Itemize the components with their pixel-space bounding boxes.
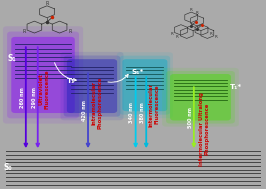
Text: 500 nm: 500 nm xyxy=(188,107,193,128)
FancyBboxPatch shape xyxy=(166,71,235,124)
FancyBboxPatch shape xyxy=(122,59,167,111)
Text: 290 nm: 290 nm xyxy=(32,87,36,108)
Text: 420 nm: 420 nm xyxy=(82,100,87,121)
Text: R: R xyxy=(176,35,179,39)
Text: 340 nm: 340 nm xyxy=(130,102,134,123)
FancyBboxPatch shape xyxy=(120,56,170,115)
Text: Intermolecular
Fluorescence: Intermolecular Fluorescence xyxy=(149,82,160,126)
FancyBboxPatch shape xyxy=(7,32,79,118)
Text: 260 nm: 260 nm xyxy=(20,87,25,108)
FancyBboxPatch shape xyxy=(64,56,120,117)
Text: S₁*: S₁* xyxy=(132,69,144,75)
Text: R: R xyxy=(196,11,198,15)
Text: Intermolecular Ultralong
Phosphorescence: Intermolecular Ultralong Phosphorescence xyxy=(199,92,210,166)
FancyBboxPatch shape xyxy=(3,26,83,124)
Text: R: R xyxy=(170,32,173,36)
Text: T₁: T₁ xyxy=(67,78,75,84)
FancyBboxPatch shape xyxy=(60,52,123,120)
FancyBboxPatch shape xyxy=(170,74,231,120)
FancyBboxPatch shape xyxy=(11,37,75,113)
Text: Intramolecular
Phosphorescence: Intramolecular Phosphorescence xyxy=(92,77,103,129)
Text: T₁*: T₁* xyxy=(230,84,242,90)
Text: 380 nm: 380 nm xyxy=(140,102,145,123)
Text: R: R xyxy=(209,32,212,36)
FancyBboxPatch shape xyxy=(67,59,117,113)
Text: R: R xyxy=(45,1,49,6)
Text: S₀: S₀ xyxy=(3,163,12,172)
Text: R: R xyxy=(190,8,193,12)
Text: Ultraviolet
Fluorescence: Ultraviolet Fluorescence xyxy=(39,69,50,109)
FancyBboxPatch shape xyxy=(162,68,239,127)
Text: R: R xyxy=(215,35,218,39)
FancyBboxPatch shape xyxy=(117,52,173,118)
Text: R: R xyxy=(68,29,72,34)
Text: R: R xyxy=(22,29,26,34)
Text: S₁: S₁ xyxy=(7,54,16,63)
